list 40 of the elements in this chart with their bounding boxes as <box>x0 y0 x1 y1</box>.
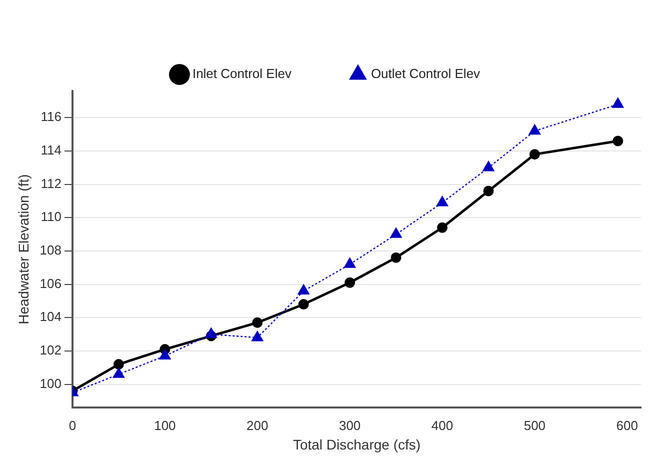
x-tick-label: 600 <box>616 418 638 433</box>
x-tick-label: 400 <box>431 418 454 433</box>
point <box>252 331 264 342</box>
y-tick-label: 104 <box>40 309 62 324</box>
point <box>298 299 309 310</box>
point <box>390 228 402 238</box>
y-axis-title: Headwater Elevation (ft) <box>15 174 32 324</box>
point <box>298 284 310 295</box>
legend-label: Inlet Control Elev <box>192 66 292 82</box>
y-tick-label: 110 <box>40 209 62 224</box>
point <box>344 277 356 288</box>
point <box>436 196 448 206</box>
y-tick-label: 102 <box>40 342 62 358</box>
point <box>528 124 540 135</box>
x-tick-label: 300 <box>338 418 361 433</box>
point <box>612 136 624 146</box>
point <box>112 368 125 378</box>
point <box>612 98 624 108</box>
y-tick-label: 108 <box>40 242 62 258</box>
x-tick-label: 100 <box>154 418 176 433</box>
x-axis-title: Total Discharge (cfs) <box>292 436 421 452</box>
x-tick-label: 500 <box>524 418 546 433</box>
legend-label: Outlet Control Elev <box>370 66 481 82</box>
y-tick-label: 116 <box>40 109 62 124</box>
point <box>390 252 402 263</box>
y-tick-label: 114 <box>40 142 62 158</box>
y-tick-label: 112 <box>40 176 62 191</box>
point <box>205 328 217 338</box>
point <box>483 186 494 196</box>
point <box>529 149 540 160</box>
y-tick-label: 106 <box>40 276 62 291</box>
point <box>344 258 356 268</box>
y-tick-label: 100 <box>40 376 62 391</box>
point <box>159 349 171 360</box>
point <box>113 359 124 370</box>
point <box>437 222 448 233</box>
point <box>482 161 494 172</box>
point <box>252 317 263 328</box>
x-tick-label: 0 <box>68 418 76 433</box>
x-tick-label: 200 <box>246 418 268 433</box>
